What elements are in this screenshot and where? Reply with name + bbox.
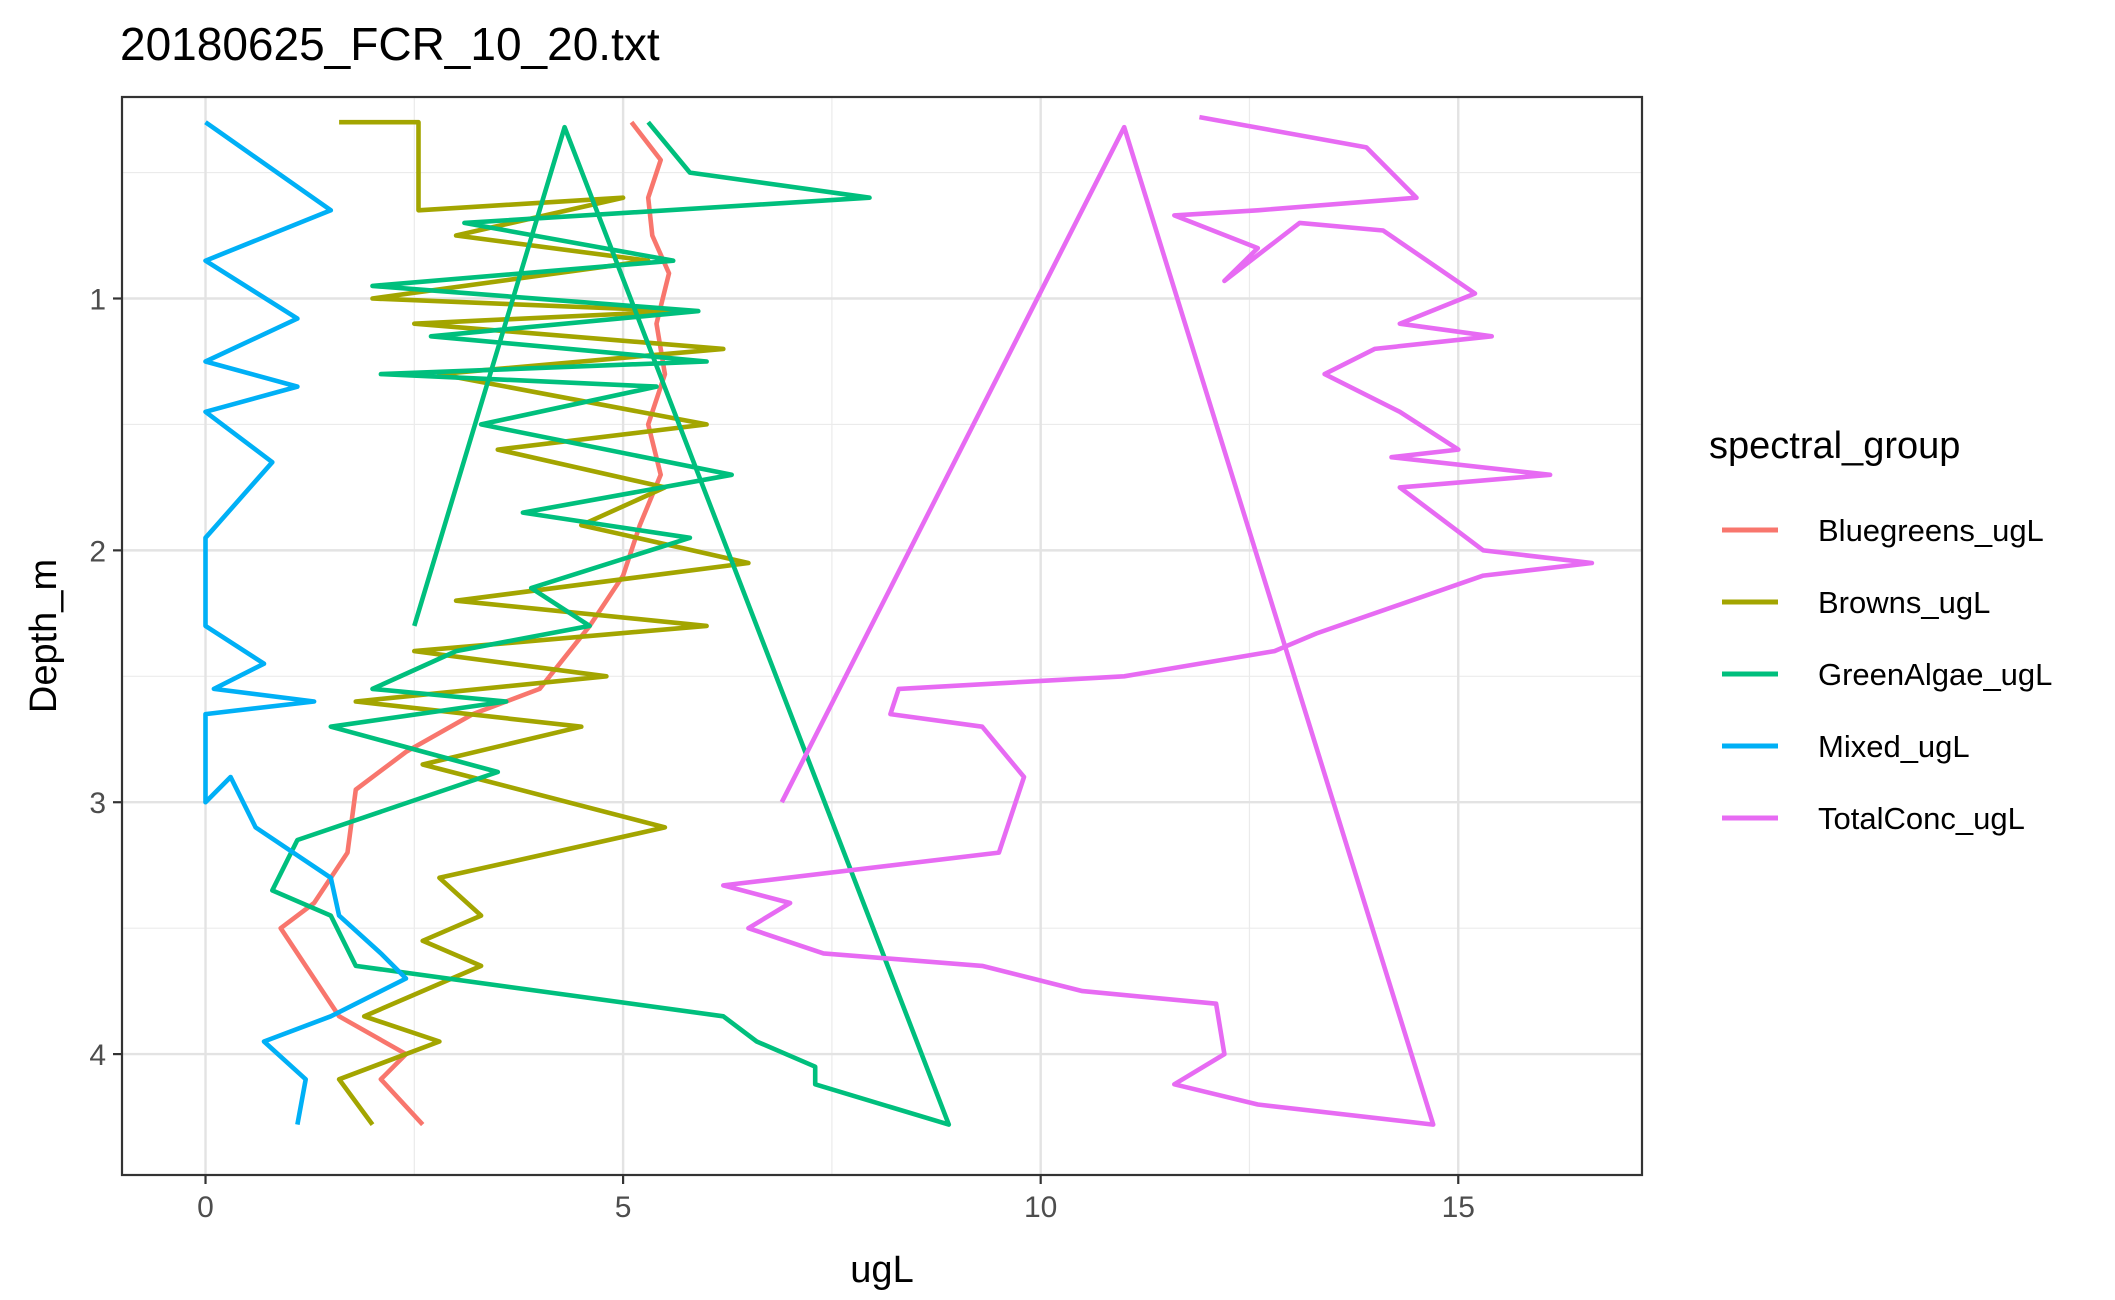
plot-panel bbox=[122, 97, 1642, 1175]
axis-layer: 0 5 10 15 1 2 3 4 bbox=[89, 283, 1475, 1224]
series-line-greenalgae-ugl bbox=[269, 120, 952, 1127]
series-layer bbox=[203, 114, 1595, 1127]
y-axis-title: Depth_m bbox=[23, 559, 65, 713]
legend-items: Bluegreens_ugL Browns_ugL GreenAlgae_ugL Mi… bbox=[1722, 513, 2052, 836]
legend-title: spectral_group bbox=[1709, 425, 1960, 467]
x-tick-label: 5 bbox=[615, 1191, 632, 1224]
legend-label: Browns_ugL bbox=[1818, 585, 1990, 620]
series-line-mixed-ugl bbox=[203, 120, 409, 1126]
chart-title: 20180625_FCR_10_20.txt bbox=[120, 18, 660, 70]
legend-label: GreenAlgae_ugL bbox=[1818, 657, 2052, 692]
series-line-totalconc-ugl bbox=[720, 114, 1595, 1127]
legend-label: TotalConc_ugL bbox=[1818, 801, 2025, 836]
y-tick-label: 3 bbox=[89, 787, 106, 820]
y-tick-label: 4 bbox=[89, 1039, 106, 1072]
y-tick-label: 2 bbox=[89, 535, 106, 568]
legend: spectral_group Bluegreens_ugL Browns_ugL G… bbox=[1709, 425, 2052, 836]
x-tick-label: 10 bbox=[1024, 1191, 1057, 1224]
legend-label: Mixed_ugL bbox=[1818, 729, 1970, 764]
plot-border bbox=[120, 95, 1644, 1177]
legend-label: Bluegreens_ugL bbox=[1818, 513, 2044, 548]
x-tick-label: 15 bbox=[1442, 1191, 1475, 1224]
y-tick-label: 1 bbox=[89, 283, 106, 316]
x-axis-title: ugL bbox=[850, 1249, 913, 1291]
x-tick-label: 0 bbox=[197, 1191, 214, 1224]
series-line-bluegreens-ugl bbox=[278, 120, 672, 1127]
